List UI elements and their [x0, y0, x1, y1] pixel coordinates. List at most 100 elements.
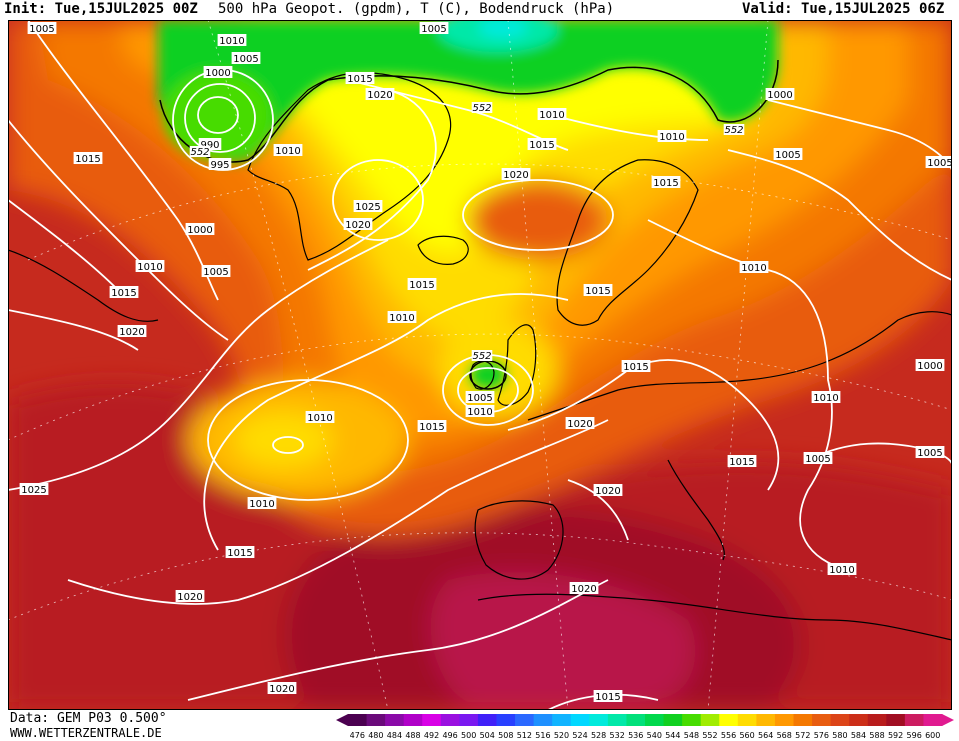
pressure-label-text: 1005 — [805, 454, 830, 465]
pressure-label-text: 1020 — [269, 684, 294, 695]
legend-value-label: 580 — [832, 731, 847, 740]
pressure-label-text: 1020 — [345, 220, 370, 231]
pressure-label: 1010 — [305, 411, 335, 424]
map-frame — [8, 20, 952, 710]
isobar-1015-west — [8, 199, 119, 291]
pressure-label-text: 990 — [200, 140, 219, 151]
pressure-label-text: 1010 — [813, 393, 838, 404]
legend-swatch — [682, 714, 702, 726]
isobar-1005-east — [727, 149, 952, 281]
legend-swatch — [440, 714, 460, 726]
isobar-1005-atlantic-core — [272, 436, 304, 454]
legend-value-label: 528 — [591, 731, 606, 740]
pressure-label-text: 1010 — [389, 313, 414, 324]
pressure-label: 1010 — [827, 563, 857, 576]
pressure-label: 1005 — [27, 22, 57, 35]
legend-value-label: 592 — [888, 731, 903, 740]
legend-value-label: 552 — [702, 731, 717, 740]
legend-swatch — [645, 714, 665, 726]
pressure-label-text: 1010 — [275, 146, 300, 157]
pressure-label: 1015 — [527, 138, 557, 151]
legend-value-label: 496 — [442, 731, 457, 740]
pressure-label-box — [593, 484, 623, 496]
pressure-label-text: 1015 — [585, 286, 610, 297]
pressure-label-text: 1015 — [409, 280, 434, 291]
pressure-label: 1020 — [343, 218, 373, 231]
pressure-label: 1015 — [109, 286, 139, 299]
legend-value-label: 564 — [758, 731, 773, 740]
isobar-1020-greenland — [307, 89, 437, 271]
pressure-label-text: 1000 — [205, 68, 230, 79]
pressure-label-box — [739, 261, 769, 273]
pressure-label: 1015 — [651, 176, 681, 189]
graticule-lat-2 — [8, 333, 952, 441]
pressure-label: 1020 — [593, 484, 623, 497]
contour-label: 552 — [471, 350, 493, 362]
field-scotland-green — [470, 361, 506, 389]
iceland-coast — [417, 235, 469, 265]
field-yellow — [248, 20, 768, 253]
pressure-label-box — [365, 88, 395, 100]
legend-swatch — [477, 714, 497, 726]
pressure-label-text: 1010 — [307, 413, 332, 424]
legend-swatch — [867, 714, 887, 726]
map-header: Init: Tue,15JUL2025 00Z 500 hPa Geopot. … — [0, 0, 959, 20]
iberia-coast — [474, 500, 564, 580]
pressure-label: 1020 — [501, 168, 531, 181]
pressure-label-text: 1005 — [233, 54, 258, 65]
pressure-label: 1015 — [345, 72, 375, 85]
pressure-label-box — [185, 223, 215, 235]
contour-label-text: 552 — [472, 103, 491, 114]
pressure-label: 1010 — [135, 260, 165, 273]
pressure-label: 1010 — [465, 405, 495, 418]
italy-coast — [667, 459, 725, 561]
pressure-label: 1000 — [203, 66, 233, 79]
pressure-label: 1005 — [803, 452, 833, 465]
pressure-label-box — [827, 563, 857, 575]
pressure-label-text: 1015 — [75, 154, 100, 165]
isobar-greenland-995 — [184, 83, 256, 153]
europe-coast — [527, 311, 952, 421]
pressure-label-box — [915, 359, 945, 371]
pressure-label-text: 1020 — [367, 90, 392, 101]
pressure-label-box — [621, 360, 651, 372]
legend-value-label: 484 — [387, 731, 402, 740]
legend-value-label: 492 — [424, 731, 439, 740]
pressure-label-box — [201, 265, 231, 277]
contour-label: 552 — [471, 102, 493, 114]
legend-swatch — [700, 714, 720, 726]
pressure-label-text: 1015 — [111, 288, 136, 299]
valid-time-label: Valid: Tue,15JUL2025 06Z — [742, 1, 945, 17]
isobar-1010-atlantic — [207, 379, 409, 501]
pressure-label: 1005 — [419, 22, 449, 35]
pressure-label-text: 1020 — [567, 419, 592, 430]
pressure-label-box — [803, 452, 833, 464]
legend-value-label: 536 — [628, 731, 643, 740]
pressure-label-box — [217, 34, 247, 46]
pressure-label-text: 1010 — [829, 565, 854, 576]
legend-swatch — [830, 714, 850, 726]
isobar-1020-africa — [187, 579, 609, 701]
pressure-label-text: 1005 — [927, 158, 952, 169]
pressure-label: 1010 — [387, 311, 417, 324]
britain-coast — [497, 324, 537, 406]
pressure-label-text: 1020 — [595, 486, 620, 497]
pressure-label-box — [353, 200, 383, 212]
pressure-label-text: 1015 — [653, 178, 678, 189]
legend-swatch — [570, 714, 590, 726]
pressure-label-box — [208, 158, 232, 170]
pressure-label-text: 1025 — [21, 485, 46, 496]
pressure-label-box — [117, 325, 147, 337]
pressure-label-box — [465, 405, 495, 417]
field-arctic-green — [158, 20, 778, 162]
pressure-label-box — [925, 156, 952, 168]
isobars — [8, 20, 952, 710]
pressure-label-box — [915, 446, 945, 458]
legend-arrow-right — [942, 714, 954, 726]
pressure-label-box — [231, 52, 261, 64]
pressure-label-box — [537, 108, 567, 120]
pressure-label-text: 1010 — [249, 499, 274, 510]
init-time-label: Init: Tue,15JUL2025 00Z — [4, 1, 198, 17]
field-sahara-core — [430, 572, 696, 710]
pressure-label-box — [387, 311, 417, 323]
